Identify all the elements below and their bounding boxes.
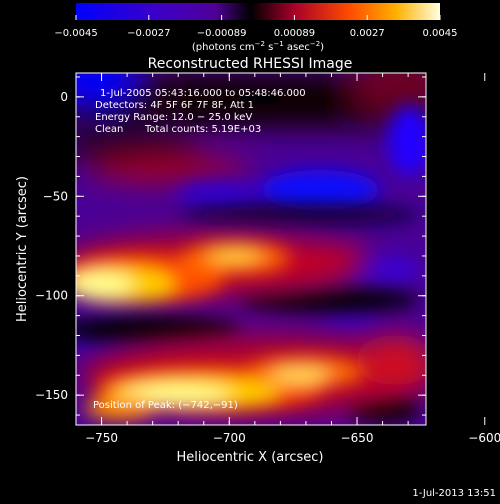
colorbar-tick-label: −0.0027 (127, 28, 170, 39)
y-axis-label: Heliocentric Y (arcsec) (15, 176, 30, 322)
y-tick-label: 0 (60, 90, 68, 104)
colorbar (76, 3, 440, 20)
chart-title: Reconstructed RHESSI Image (148, 56, 353, 72)
heatmap-image (76, 73, 426, 425)
annotation-time: 1-Jul-2005 05:43:16.000 to 05:48:46.000 (100, 88, 306, 99)
y-tick-label: −50 (43, 189, 68, 203)
annotation-counts: Total counts: 5.19E+03 (144, 124, 261, 135)
colorbar-tick-label: −0.0045 (54, 28, 97, 39)
axis-ticks (76, 73, 486, 425)
y-tick-labels: 0 −50 −100 −150 (35, 90, 68, 402)
y-tick-label: −100 (35, 289, 68, 303)
annotation-peak: Position of Peak: (−742,−91) (93, 400, 238, 411)
colorbar-tick-label: 0.0045 (423, 28, 458, 39)
colorbar-tick-label: 0.0027 (350, 28, 385, 39)
colorbar-tick-label: 0.00089 (274, 28, 315, 39)
x-tick-label: −600 (468, 431, 500, 445)
colorbar-tick-labels: −0.0045 −0.0027 −0.00089 0.00089 0.0027 0.004… (54, 28, 457, 39)
x-tick-label: −650 (341, 431, 374, 445)
plot-frame (75, 72, 427, 426)
colorbar-ticks (75, 15, 441, 20)
x-tick-label: −700 (213, 431, 246, 445)
x-axis-label: Heliocentric X (arcsec) (177, 450, 324, 465)
annotation-energy: Energy Range: 12.0 − 25.0 keV (95, 112, 252, 123)
y-tick-label: −150 (35, 388, 68, 402)
annotation-method: Clean (95, 124, 123, 135)
footer-timestamp: 1-Jul-2013 13:51 (412, 488, 496, 499)
x-tick-labels: −750 −700 −650 −600 (85, 431, 500, 445)
annotation-detectors: Detectors: 4F 5F 6F 7F 8F, Att 1 (95, 100, 254, 111)
colorbar-unit-label: (photons cm−2 s−1 asec−2) (192, 40, 324, 53)
x-tick-label: −750 (85, 431, 118, 445)
colorbar-tick-label: −0.00089 (197, 28, 247, 39)
